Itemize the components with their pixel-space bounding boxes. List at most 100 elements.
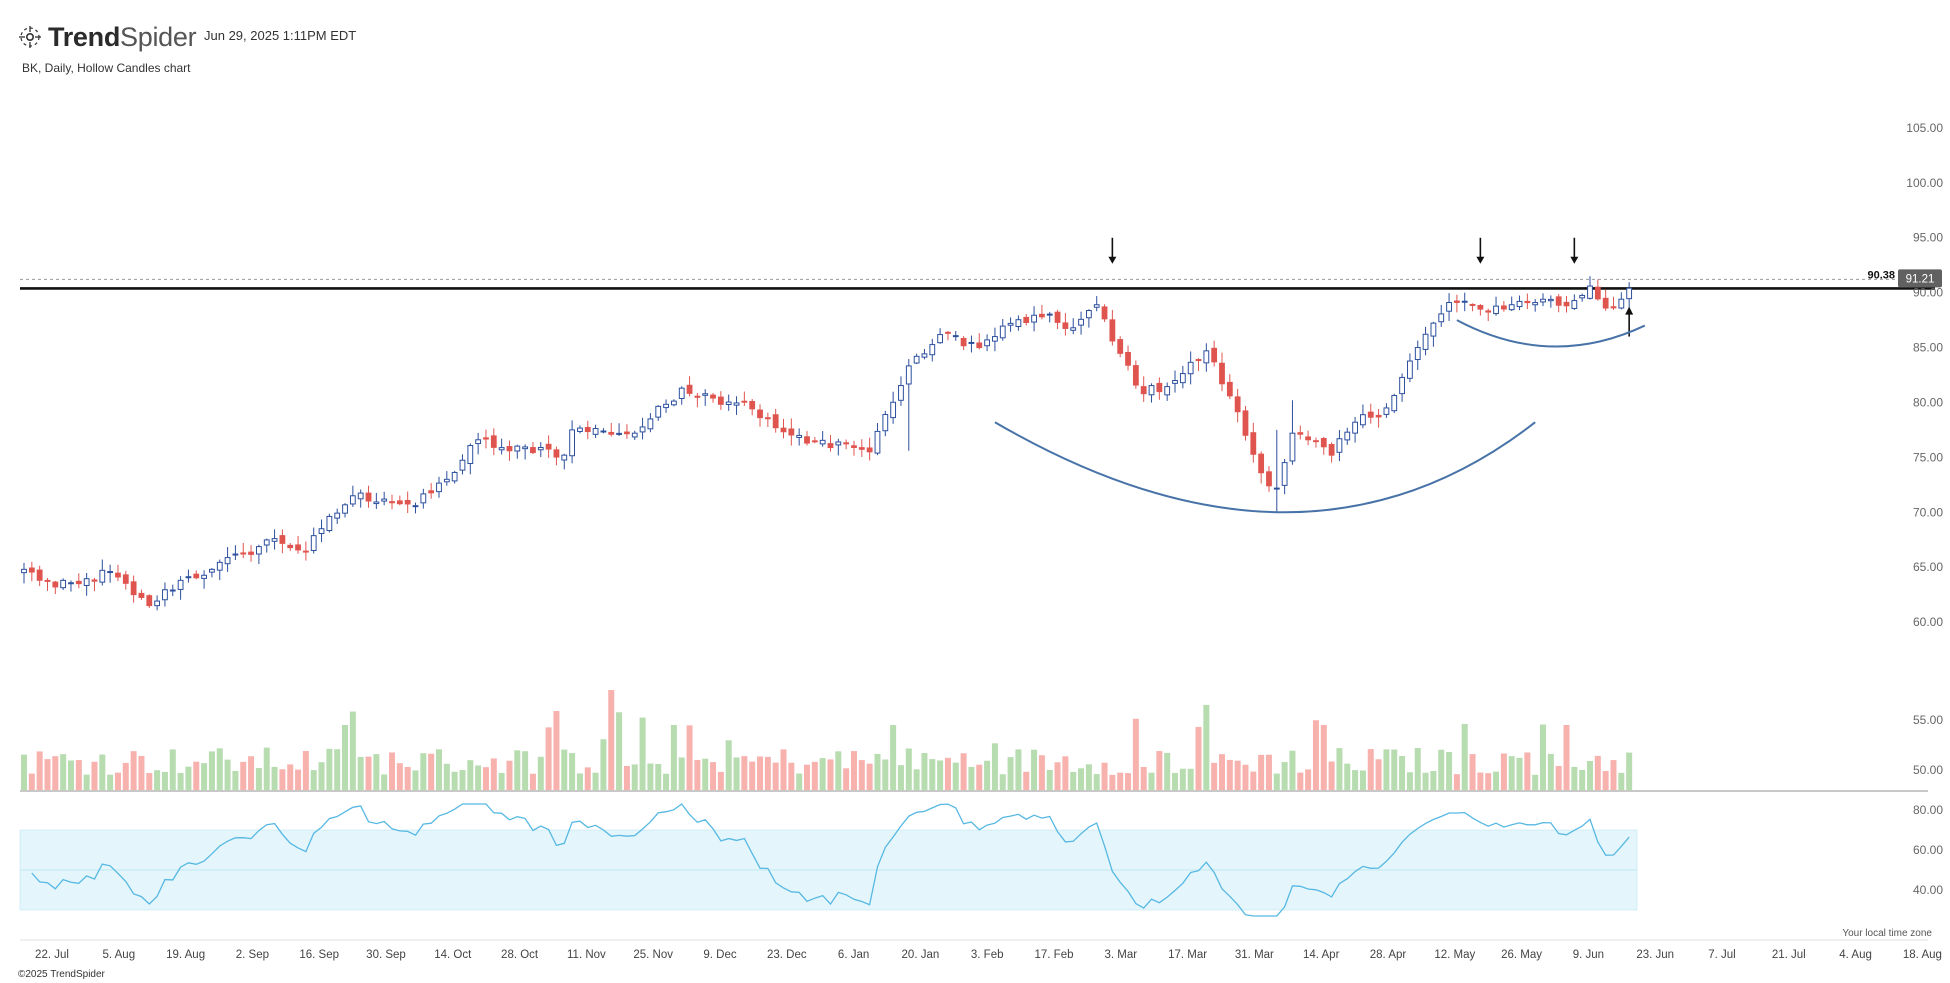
volume-bar [561, 749, 568, 790]
down-arrow-icon [1108, 237, 1117, 264]
volume-bar [91, 761, 98, 790]
date-tick-label: 7. Jul [1708, 949, 1736, 961]
candle [1242, 405, 1249, 441]
candle-body [694, 395, 701, 398]
volume-bar [843, 768, 850, 790]
candle-body [1336, 438, 1343, 453]
candle-body [428, 490, 435, 494]
candle-body [295, 544, 301, 551]
candle-body [404, 499, 411, 505]
candle [1399, 373, 1405, 402]
candle [310, 527, 317, 554]
candle [302, 541, 309, 561]
candle [937, 328, 944, 344]
candle-body [1532, 302, 1539, 306]
candle-body [1352, 421, 1358, 434]
candle-body [1273, 487, 1280, 490]
candle-body [490, 435, 497, 448]
candle-body [1375, 414, 1382, 418]
date-tick-label: 14. Apr [1303, 949, 1340, 961]
candle [1532, 298, 1539, 312]
volume-bar [710, 762, 717, 790]
volume-bar [451, 771, 458, 790]
candle-body [1313, 440, 1319, 443]
volume-bar [490, 758, 497, 790]
down-arrow-head [1570, 256, 1579, 264]
candle [1555, 294, 1562, 313]
candle [83, 572, 90, 596]
volume-bar [1618, 772, 1625, 790]
last-price-badge-bg [1898, 269, 1942, 288]
volume-bar [686, 725, 693, 790]
volume-bar [1218, 754, 1225, 790]
candle [1039, 304, 1045, 320]
price-tick-label: 100.00 [1906, 176, 1943, 190]
candle [851, 440, 857, 456]
candle-body [107, 571, 114, 574]
candle-body [99, 569, 106, 583]
candle-body [44, 579, 51, 582]
candle-body [1383, 407, 1390, 415]
volume-bar [475, 765, 482, 790]
candle [1258, 451, 1265, 484]
candle-body [1524, 300, 1531, 304]
volume-bar [428, 753, 435, 790]
volume-bar [1172, 772, 1179, 790]
candle [819, 431, 826, 447]
volume-bar [631, 764, 638, 790]
candle-body [1328, 444, 1335, 456]
candle [686, 376, 693, 397]
volume-bar [952, 762, 959, 790]
volume-bar [1375, 759, 1382, 790]
candle-body [764, 417, 771, 420]
candle [1054, 309, 1061, 330]
candle-body [68, 582, 74, 585]
date-tick-label: 12. May [1434, 949, 1475, 961]
date-tick-label: 19. Aug [166, 949, 205, 961]
date-tick-label: 31. Mar [1235, 949, 1274, 961]
candle-body [475, 439, 482, 445]
candle-body [1281, 462, 1288, 486]
candle [177, 576, 184, 600]
rsi-tick-label: 40.00 [1913, 883, 1943, 897]
candle-body [256, 546, 262, 555]
candle [717, 391, 724, 410]
candle-body [670, 400, 677, 406]
candle-body [811, 440, 818, 443]
volume-bar [326, 748, 333, 790]
volume-bar [788, 762, 795, 790]
candle-body [115, 572, 121, 578]
candle-body [310, 535, 317, 551]
volume-bar [1070, 771, 1077, 790]
candle [835, 438, 842, 456]
volume-bar [1242, 764, 1249, 790]
candle-body [1101, 306, 1108, 320]
candle-body [976, 342, 983, 349]
candle [115, 564, 121, 582]
candle-body [91, 579, 98, 582]
volume-bar [185, 766, 192, 790]
candle-body [945, 331, 951, 334]
candle [279, 529, 286, 554]
candle [749, 398, 756, 416]
candle-body [608, 431, 615, 435]
candle [1508, 296, 1515, 312]
volume-bar [365, 756, 372, 790]
candle-body [514, 445, 521, 452]
candle [764, 412, 771, 427]
candle [569, 420, 576, 464]
candle [1344, 427, 1351, 445]
candle [905, 359, 912, 451]
candle [772, 408, 779, 433]
candle-body [1485, 310, 1492, 313]
chart-subtitle: BK, Daily, Hollow Candles chart [22, 61, 191, 75]
date-tick-label: 28. Oct [501, 949, 539, 961]
candle-body [28, 567, 35, 573]
candle-body [1626, 287, 1633, 300]
volume-bar [1273, 773, 1280, 790]
candle [1062, 313, 1069, 336]
candle-body [1125, 351, 1131, 366]
candle-body [655, 405, 662, 418]
candle-body [287, 544, 294, 549]
